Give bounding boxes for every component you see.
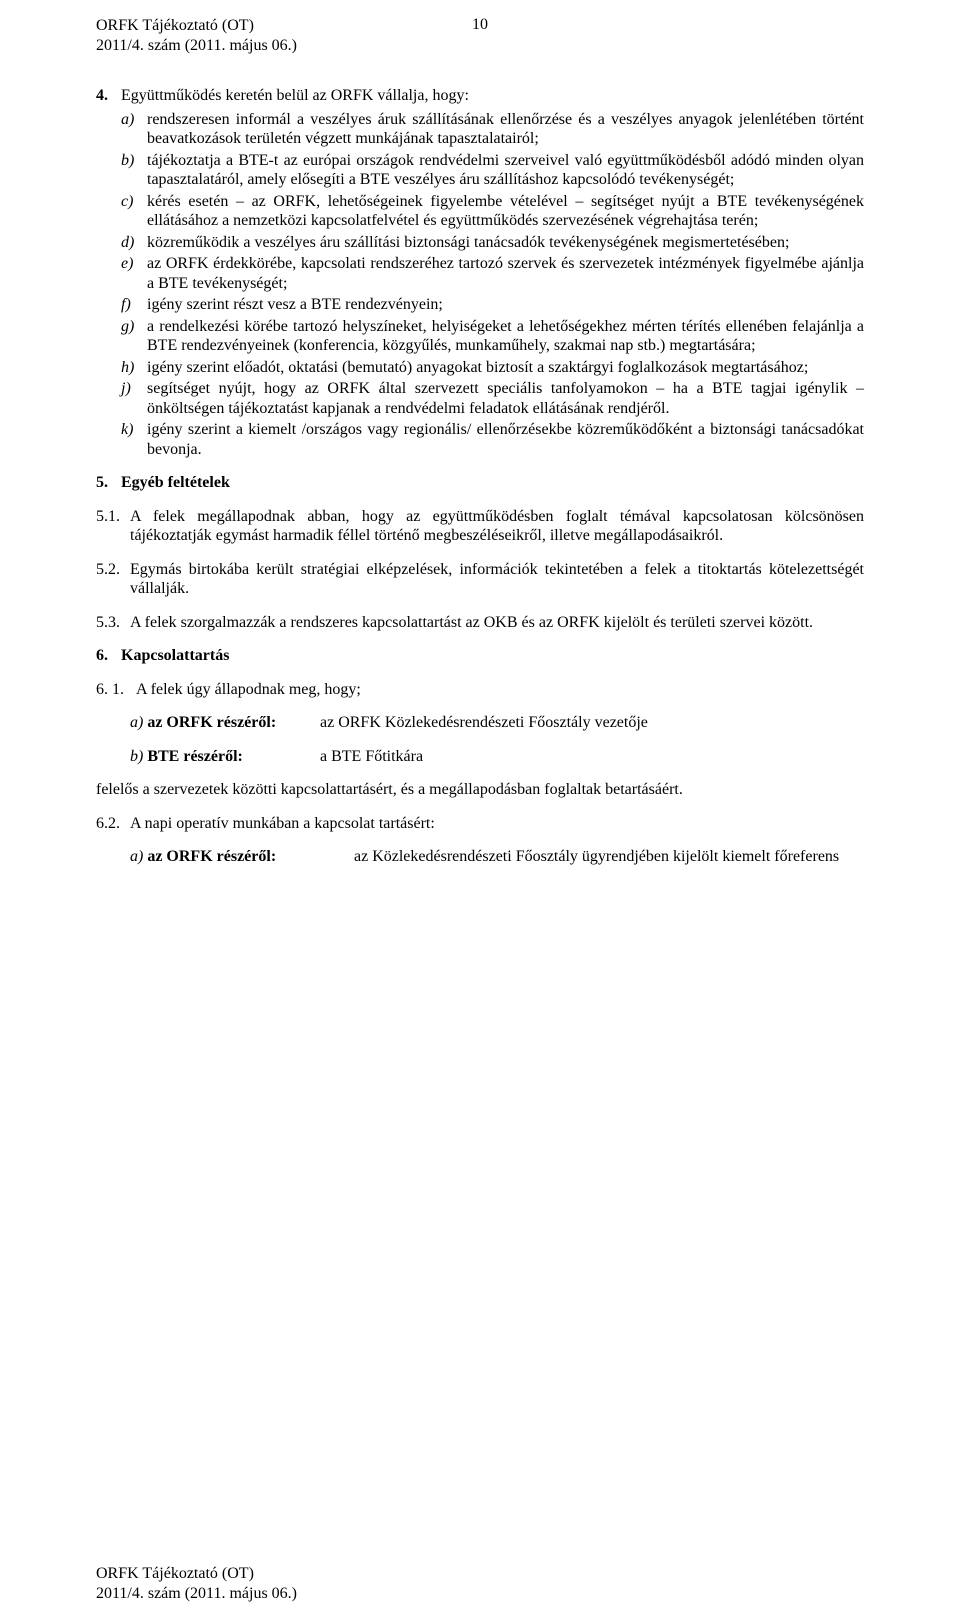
para-number: 5.2. <box>96 560 130 599</box>
item-letter: g) <box>121 317 147 356</box>
item-text: igény szerint részt vesz a BTE rendezvén… <box>147 295 864 315</box>
para-number: 5.3. <box>96 613 130 633</box>
section-6-heading: 6. Kapcsolattartás <box>96 646 864 666</box>
footer-line2: 2011/4. szám (2011. május 06.) <box>96 1584 297 1604</box>
list-item: b) tájékoztatja a BTE-t az európai orszá… <box>121 151 864 190</box>
section-4-list: a) rendszeresen informál a veszélyes áru… <box>121 110 864 460</box>
item-letter: d) <box>121 233 147 253</box>
item-letter: j) <box>121 379 147 418</box>
list-item: k) igény szerint a kiemelt /országos vag… <box>121 420 864 459</box>
para-text: Egymás birtokába került stratégiai elkép… <box>130 560 864 599</box>
item-text: kérés esetén – az ORFK, lehetőségeinek f… <box>147 192 864 231</box>
para-5-1: 5.1. A felek megállapodnak abban, hogy a… <box>96 507 864 546</box>
item-text: a rendelkezési körébe tartozó helyszínek… <box>147 317 864 356</box>
list-item: f) igény szerint részt vesz a BTE rendez… <box>121 295 864 315</box>
role-label: b) BTE részéről: <box>130 747 320 767</box>
item-text: igény szerint előadót, oktatási (bemutat… <box>147 358 864 378</box>
para-text: A napi operatív munkában a kapcsolat tar… <box>130 814 864 834</box>
page-number: 10 <box>472 16 488 34</box>
role-label-text: az ORFK részéről: <box>147 714 276 731</box>
section-4-lead: 4. Együttműködés keretén belül az ORFK v… <box>96 86 864 106</box>
para-5-3: 5.3. A felek szorgalmazzák a rendszeres … <box>96 613 864 633</box>
item-text: segítséget nyújt, hogy az ORFK által sze… <box>147 379 864 418</box>
list-item: a) rendszeresen informál a veszélyes áru… <box>121 110 864 149</box>
list-item: c) kérés esetén – az ORFK, lehetőségeine… <box>121 192 864 231</box>
section-4-number: 4. <box>96 86 121 106</box>
item-letter: k) <box>121 420 147 459</box>
role-letter: b) <box>130 748 143 765</box>
item-letter: h) <box>121 358 147 378</box>
role-letter: a) <box>130 848 143 865</box>
header-left: ORFK Tájékoztató (OT) 2011/4. szám (2011… <box>96 16 297 56</box>
section-5-title: Egyéb feltételek <box>121 473 864 493</box>
header-line2: 2011/4. szám (2011. május 06.) <box>96 36 297 56</box>
list-item: d) közreműködik a veszélyes áru szállítá… <box>121 233 864 253</box>
list-item: e) az ORFK érdekkörébe, kapcsolati rends… <box>121 254 864 293</box>
item-letter: a) <box>121 110 147 149</box>
role-label-text: BTE részéről: <box>147 748 243 765</box>
para-6-1: 6. 1. A felek úgy állapodnak meg, hogy; <box>96 680 864 700</box>
role-value: az ORFK Közlekedésrendészeti Főosztály v… <box>320 713 864 733</box>
para-5-2: 5.2. Egymás birtokába került stratégiai … <box>96 560 864 599</box>
para-6-2: 6.2. A napi operatív munkában a kapcsola… <box>96 814 864 834</box>
role-value: a BTE Főtitkára <box>320 747 864 767</box>
para-number: 6.2. <box>96 814 130 834</box>
role-row-orfk: a) az ORFK részéről: az ORFK Közlekedésr… <box>130 713 864 733</box>
item-text: az ORFK érdekkörébe, kapcsolati rendszer… <box>147 254 864 293</box>
section-5-number: 5. <box>96 473 121 493</box>
document-content: 4. Együttműködés keretén belül az ORFK v… <box>96 86 864 867</box>
role-label: a) az ORFK részéről: <box>130 847 354 867</box>
item-text: igény szerint a kiemelt /országos vagy r… <box>147 420 864 459</box>
role-label-text: az ORFK részéről: <box>147 848 276 865</box>
para-text: A felek úgy állapodnak meg, hogy; <box>136 680 864 700</box>
document-page: ORFK Tájékoztató (OT) 2011/4. szám (2011… <box>0 0 960 1624</box>
para-number: 6. 1. <box>96 680 136 700</box>
list-item: g) a rendelkezési körébe tartozó helyszí… <box>121 317 864 356</box>
item-letter: b) <box>121 151 147 190</box>
section-6-closing: felelős a szervezetek közötti kapcsolatt… <box>96 780 864 800</box>
item-letter: e) <box>121 254 147 293</box>
item-letter: c) <box>121 192 147 231</box>
role-row-bte: b) BTE részéről: a BTE Főtitkára <box>130 747 864 767</box>
header-line1: ORFK Tájékoztató (OT) <box>96 16 297 36</box>
role-letter: a) <box>130 714 143 731</box>
item-text: tájékoztatja a BTE-t az európai országok… <box>147 151 864 190</box>
item-letter: f) <box>121 295 147 315</box>
section-6-title: Kapcsolattartás <box>121 646 864 666</box>
section-4-lead-text: Együttműködés keretén belül az ORFK váll… <box>121 86 864 106</box>
list-item: j) segítséget nyújt, hogy az ORFK által … <box>121 379 864 418</box>
footer-line1: ORFK Tájékoztató (OT) <box>96 1564 297 1584</box>
section-5-heading: 5. Egyéb feltételek <box>96 473 864 493</box>
para-number: 5.1. <box>96 507 130 546</box>
list-item: h) igény szerint előadót, oktatási (bemu… <box>121 358 864 378</box>
role-value: az Közlekedésrendészeti Főosztály ügyren… <box>354 847 864 867</box>
para-text: A felek megállapodnak abban, hogy az egy… <box>130 507 864 546</box>
role-row-orfk-2: a) az ORFK részéről: az Közlekedésrendés… <box>96 847 864 867</box>
footer: ORFK Tájékoztató (OT) 2011/4. szám (2011… <box>96 1564 297 1604</box>
role-label: a) az ORFK részéről: <box>130 713 320 733</box>
para-text: A felek szorgalmazzák a rendszeres kapcs… <box>130 613 864 633</box>
item-text: rendszeresen informál a veszélyes áruk s… <box>147 110 864 149</box>
item-text: közreműködik a veszélyes áru szállítási … <box>147 233 864 253</box>
section-6-number: 6. <box>96 646 121 666</box>
